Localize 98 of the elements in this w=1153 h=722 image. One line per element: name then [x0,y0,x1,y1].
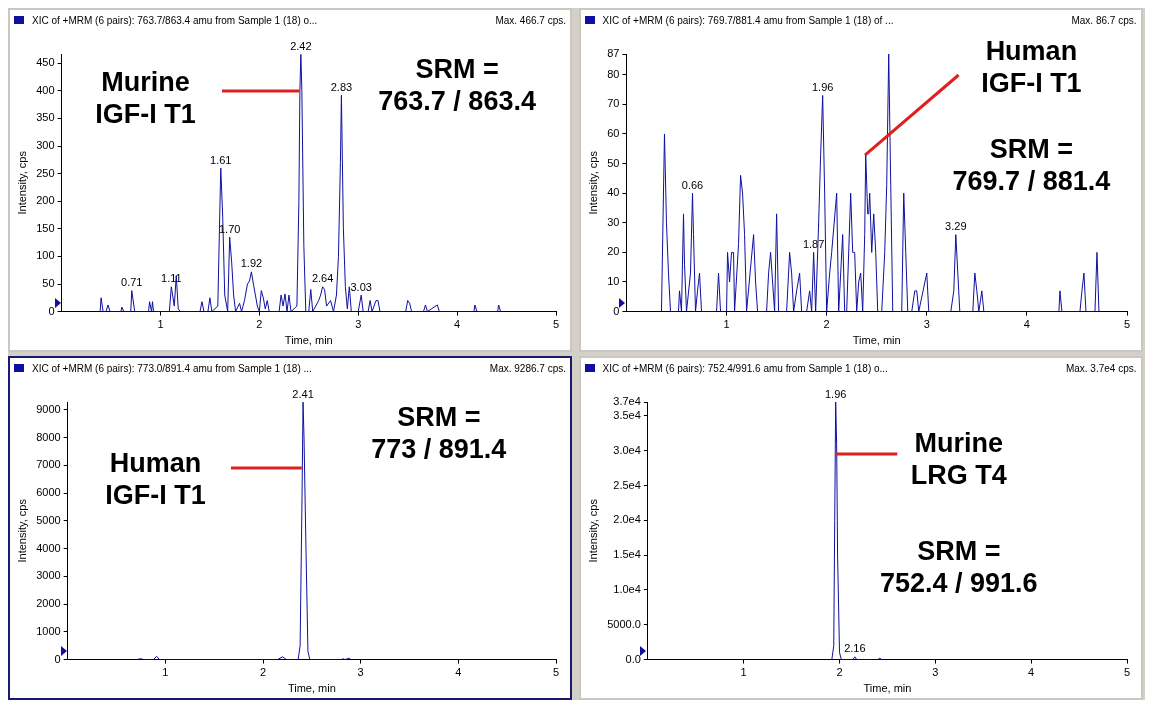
x-axis-title: Time, min [287,682,336,695]
y-tick-label: 250 [36,166,55,179]
x-tick-label: 4 [455,666,462,679]
y-tick-label: 4000 [36,541,61,554]
y-tick-label: 60 [606,126,619,139]
x-tick-label: 2 [259,666,267,679]
y-tick-label: 7000 [36,458,61,471]
y-tick-label: 20 [606,245,619,258]
y-tick-label: 200 [36,194,55,207]
y-tick-label: 3000 [36,569,61,582]
x-tick-label: 1 [162,666,169,679]
annotation: 1.70 [218,222,241,235]
y-tick-label: 6000 [36,486,61,499]
y-axis-title: Intensity, cps [586,150,599,215]
y-tick-label: 350 [36,111,55,124]
y-tick-label: 300 [36,139,55,152]
y-tick-label: 3.0e4 [612,443,641,456]
x-tick-label: 2 [835,666,843,679]
y-tick-label: 1000 [36,624,61,637]
y-tick-label: 0 [612,304,619,317]
x-tick-label: 5 [1123,318,1130,331]
y-tick-label: 5000 [36,513,61,526]
x-tick-label: 4 [1027,666,1034,679]
x-tick-label: 5 [1123,666,1130,679]
annotation: SRM = 773 / 891.4 [371,400,507,465]
x-tick-label: 2 [823,318,830,331]
x-axis-title: Time, min [862,682,911,695]
y-tick-label: 150 [36,221,55,234]
y-tick-label: 5000.0 [606,617,641,630]
x-tick-label: 5 [552,318,560,331]
y-axis-title: Intensity, cps [15,150,28,215]
chart-subtitle: Max. 3.7e4 cps. [1065,362,1137,374]
y-tick-label: 8000 [36,430,61,443]
chart-subtitle: Max. 86.7 cps. [1071,14,1137,26]
chart-title: XIC of +MRM (6 pairs): 769.7/881.4 amu from Sample 1 (18) of ... [602,14,895,26]
annotation: Human IGF-I T1 [105,447,206,512]
y-tick-label: 3.5e4 [612,408,641,421]
x-tick-label: 4 [1023,318,1030,331]
annotation: 0.66 [681,178,703,191]
y-tick-label: 2.0e4 [612,513,641,526]
y-tick-label: 0 [54,652,61,665]
annotation: SRM = 769.7 / 881.4 [952,132,1111,197]
annotation: Murine IGF-I T1 [95,65,196,130]
annotation: 1.87 [802,237,824,250]
chart-subtitle: Max. 9286.7 cps. [489,362,566,374]
x-axis-title: Time, min [284,334,333,347]
x-tick-label: 1 [157,318,164,331]
y-tick-label: 2000 [36,597,61,610]
y-tick-label: 10 [606,275,619,288]
annotation: 3.03 [350,280,372,293]
y-tick-label: 50 [42,277,55,290]
annotation: SRM = 752.4 / 991.6 [879,534,1038,599]
y-tick-label: 1.5e4 [612,548,641,561]
x-tick-label: 1 [722,318,730,331]
chart-title: XIC of +MRM (6 pairs): 752.4/991.6 amu from Sample 1 (18) o... [602,362,889,374]
x-tick-label: 3 [357,666,364,679]
y-axis-title: Intensity, cps [586,498,599,563]
chart-title: XIC of +MRM (6 pairs): 773.0/891.4 amu from Sample 1 (18) ... [32,362,313,374]
y-tick-label: 3.7e4 [612,395,641,408]
annotation: 2.16 [843,642,866,655]
annotation: 1.61 [210,153,232,166]
annotation: Human IGF-I T1 [981,34,1082,99]
y-tick-label: 450 [36,56,55,69]
x-tick-label: 4 [454,318,461,331]
x-tick-label: 3 [923,318,930,331]
y-tick-label: 1.0e4 [612,583,641,596]
y-tick-label: 0.0 [625,652,641,665]
annotation: 2.64 [311,272,334,285]
annotation: 0.71 [121,276,143,289]
y-tick-label: 400 [36,83,55,96]
y-tick-label: 30 [606,215,619,228]
annotation: 1.92 [240,257,263,270]
y-tick-label: 80 [606,67,619,80]
x-tick-label: 3 [931,666,938,679]
x-tick-label: 3 [355,318,362,331]
annotation: SRM = 763.7 / 863.4 [378,52,536,117]
x-tick-label: 5 [552,666,560,679]
x-tick-label: 1 [740,666,747,679]
annotation: 1.96 [824,387,846,400]
y-tick-label: 70 [606,97,619,110]
annotation: 2.41 [292,387,314,400]
y-tick-label: 9000 [36,402,61,415]
x-tick-label: 2 [256,318,263,331]
y-tick-label: 50 [606,156,619,169]
annotation: 1.96 [811,80,833,93]
x-axis-title: Time, min [852,334,901,347]
y-tick-label: 40 [606,186,619,199]
y-tick-label: 0 [48,304,55,317]
annotation: 2.42 [290,39,312,52]
chart-subtitle: Max. 466.7 cps. [495,14,566,26]
y-tick-label: 87 [606,47,619,60]
y-axis-title: Intensity, cps [15,498,28,563]
annotation: 2.83 [330,80,353,93]
annotation: 3.29 [944,220,967,233]
annotation: Murine LRG T4 [910,426,1007,491]
chart-title: XIC of +MRM (6 pairs): 763.7/863.4 amu from Sample 1 (18) o... [32,14,319,26]
y-tick-label: 100 [36,249,55,262]
y-tick-label: 2.5e4 [612,478,641,491]
